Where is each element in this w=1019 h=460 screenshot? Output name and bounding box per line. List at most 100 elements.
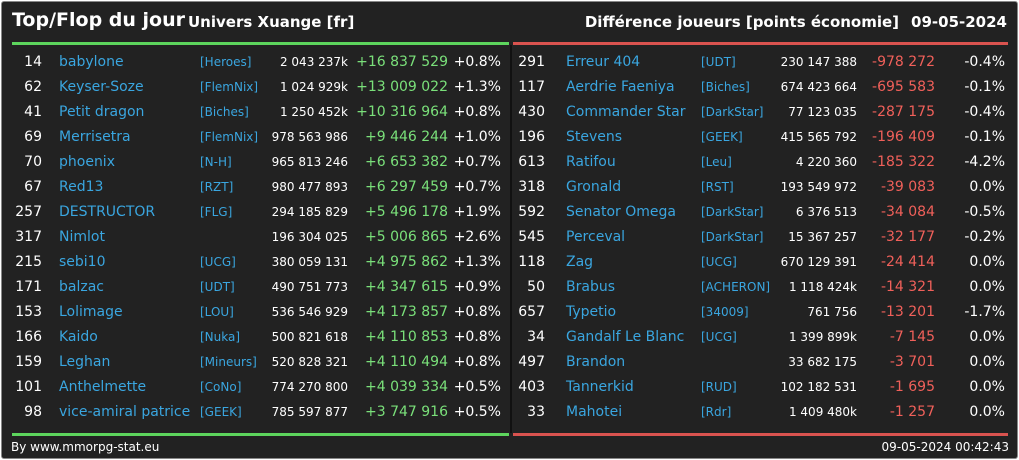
player-rank: 98 — [24, 404, 42, 420]
player-rank: 318 — [518, 179, 545, 195]
player-name-link[interactable]: Keyser-Soze — [59, 79, 144, 95]
player-rank: 196 — [518, 129, 545, 145]
points-difference: -695 583 — [872, 79, 935, 95]
player-name-link[interactable]: Anthelmette — [59, 379, 147, 395]
alliance-tag-link[interactable]: [FlemNix] — [200, 80, 259, 94]
player-points: 490 751 773 — [271, 280, 348, 294]
player-name-link[interactable]: Lolimage — [59, 304, 123, 320]
alliance-tag-link[interactable]: [FlemNix] — [200, 130, 259, 144]
top-player-row: 98 vice-amiral patrice [GEEK] 785 597 877 +3… — [12, 400, 509, 425]
player-rank: 613 — [518, 154, 545, 170]
points-difference: -34 084 — [880, 204, 935, 220]
alliance-tag-link[interactable]: [UDT] — [200, 280, 235, 294]
player-name-link[interactable]: babylone — [59, 54, 124, 70]
player-rank: 34 — [527, 329, 545, 345]
alliance-tag-link[interactable]: [Mineurs] — [200, 355, 257, 369]
percent-change: 0.0% — [969, 279, 1005, 295]
player-name-link[interactable]: DESTRUCTOR — [59, 204, 156, 220]
player-name-link[interactable]: Senator Omega — [566, 204, 676, 220]
player-points: 4 220 360 — [795, 155, 857, 169]
points-difference: +16 837 529 — [356, 54, 448, 70]
source-credit: By www.mmorpg-stat.eu — [11, 440, 160, 454]
alliance-tag-link[interactable]: [RZT] — [200, 180, 234, 194]
player-name-link[interactable]: Gandalf Le Blanc — [566, 329, 685, 345]
player-name-link[interactable]: Ratifou — [566, 154, 616, 170]
alliance-tag-link[interactable]: [Nuka] — [200, 330, 241, 344]
alliance-tag-link[interactable]: [Biches] — [701, 80, 750, 94]
player-name-link[interactable]: Perceval — [566, 229, 626, 245]
player-points: 2 043 237k — [279, 55, 348, 69]
percent-change: +1.3% — [453, 79, 501, 95]
player-name-link[interactable]: Nimlot — [59, 229, 105, 245]
alliance-tag-link[interactable]: [DarkStar] — [701, 230, 764, 244]
player-name-link[interactable]: Stevens — [566, 129, 623, 145]
player-name-link[interactable]: Tannerkid — [566, 379, 634, 395]
page-title: Top/Flop du jour — [12, 9, 185, 31]
percent-change: 0.0% — [969, 404, 1005, 420]
alliance-tag-link[interactable]: [Leu] — [701, 155, 732, 169]
player-name-link[interactable]: Gronald — [566, 179, 622, 195]
alliance-tag-link[interactable]: [Heroes] — [200, 55, 252, 69]
player-name-link[interactable]: vice-amiral patrice — [59, 404, 191, 420]
player-rank: 497 — [518, 354, 545, 370]
alliance-tag-link[interactable]: [N-H] — [200, 155, 232, 169]
player-name-link[interactable]: sebi10 — [59, 254, 106, 270]
top-gainers-list: 14 babylone [Heroes] 2 043 237k +16 837 529 +… — [12, 50, 509, 425]
alliance-tag-link[interactable]: [34009] — [701, 305, 749, 319]
player-name-link[interactable]: Typetio — [566, 304, 617, 320]
alliance-tag-link[interactable]: [DarkStar] — [701, 105, 764, 119]
points-difference: -39 083 — [880, 179, 935, 195]
alliance-tag-link[interactable]: [FLG] — [200, 205, 233, 219]
alliance-tag-link[interactable]: [UCG] — [701, 255, 737, 269]
top-player-row: 41 Petit dragon [Biches] 1 250 452k +10 316 … — [12, 100, 509, 125]
alliance-tag-link[interactable]: [UCG] — [701, 330, 737, 344]
player-name-link[interactable]: Brabus — [566, 279, 615, 295]
alliance-tag-link[interactable]: [RUD] — [701, 380, 737, 394]
alliance-tag-link[interactable]: [ACHERON] — [701, 280, 771, 294]
player-points: 785 597 877 — [271, 405, 348, 419]
points-difference: -185 322 — [872, 154, 935, 170]
alliance-tag-link[interactable]: [GEEK] — [200, 405, 242, 419]
player-name-link[interactable]: Merrisetra — [59, 129, 131, 145]
percent-change: -0.1% — [964, 129, 1005, 145]
player-name-link[interactable]: Brandon — [566, 354, 626, 370]
percent-change: +0.8% — [453, 329, 501, 345]
alliance-tag-link[interactable]: [DarkStar] — [701, 205, 764, 219]
alliance-tag-link[interactable]: [UDT] — [701, 55, 736, 69]
player-name-link[interactable]: Kaido — [59, 329, 98, 345]
points-difference: -1 695 — [889, 379, 935, 395]
flop-player-row: 657 Typetio [34009] 761 756 -13 201 -1.7% — [513, 300, 1008, 325]
flop-player-row: 50 Brabus [ACHERON] 1 118 424k -14 321 0.0% — [513, 275, 1008, 300]
flop-player-row: 291 Erreur 404 [UDT] 230 147 388 -978 272 -0.… — [513, 50, 1008, 75]
player-name-link[interactable]: Red13 — [59, 179, 104, 195]
player-rank: 430 — [518, 104, 545, 120]
alliance-tag-link[interactable]: [CoNo] — [200, 380, 242, 394]
player-name-link[interactable]: Zag — [566, 254, 594, 270]
player-name-link[interactable]: Petit dragon — [59, 104, 145, 120]
player-points: 380 059 131 — [271, 255, 348, 269]
percent-change: 0.0% — [969, 354, 1005, 370]
player-points: 965 813 246 — [271, 155, 348, 169]
player-rank: 171 — [15, 279, 42, 295]
alliance-tag-link[interactable]: [LOU] — [200, 305, 234, 319]
player-rank: 70 — [24, 154, 42, 170]
alliance-tag-link[interactable]: [Biches] — [200, 105, 249, 119]
points-difference: +3 747 916 — [365, 404, 448, 420]
percent-change: 0.0% — [969, 179, 1005, 195]
player-name-link[interactable]: Mahotei — [566, 404, 623, 420]
alliance-tag-link[interactable]: [RST] — [701, 180, 734, 194]
player-name-link[interactable]: balzac — [59, 279, 104, 295]
alliance-tag-link[interactable]: [UCG] — [200, 255, 236, 269]
player-name-link[interactable]: phoenix — [59, 154, 115, 170]
player-rank: 33 — [527, 404, 545, 420]
player-name-link[interactable]: Commander Star — [566, 104, 686, 120]
player-name-link[interactable]: Erreur 404 — [566, 54, 641, 70]
points-difference: +6 653 382 — [365, 154, 448, 170]
player-name-link[interactable]: Leghan — [59, 354, 111, 370]
alliance-tag-link[interactable]: [GEEK] — [701, 130, 743, 144]
player-points: 670 129 391 — [780, 255, 857, 269]
player-name-link[interactable]: Aerdrie Faeniya — [566, 79, 675, 95]
points-difference: -14 321 — [880, 279, 935, 295]
alliance-tag-link[interactable]: [Rdr] — [701, 405, 732, 419]
player-points: 1 399 899k — [788, 330, 857, 344]
